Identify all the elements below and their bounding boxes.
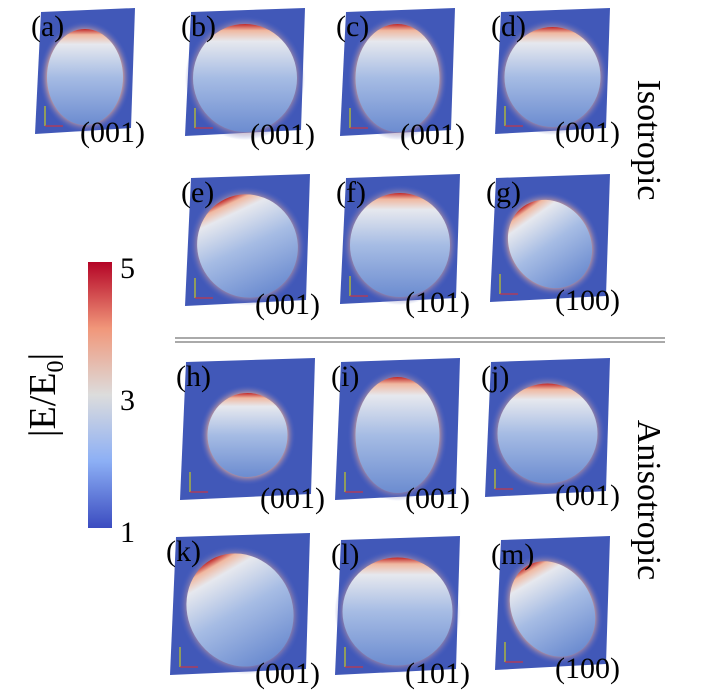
panel-label: (i) [331, 360, 359, 393]
orientation-label: (001) [400, 118, 465, 151]
orientation-label: (001) [255, 288, 320, 321]
particle [355, 377, 440, 493]
particle [342, 557, 453, 666]
particle [507, 199, 593, 289]
orientation-label: (001) [260, 482, 325, 515]
orientation-label: (101) [405, 286, 470, 319]
orientation-label: (100) [555, 652, 620, 685]
label-part: |E/E [22, 373, 64, 438]
group-label: Anisotropic [630, 420, 667, 581]
panel-label: (b) [181, 10, 216, 43]
panel-label: (d) [491, 10, 526, 43]
particle [193, 24, 297, 132]
colorbar [88, 262, 112, 528]
colorbar-tick: 5 [120, 252, 135, 285]
label-part: | [22, 353, 64, 361]
panel-label: (e) [181, 176, 214, 209]
panel-label: (k) [166, 535, 201, 568]
panel-label: (c) [336, 10, 369, 43]
particle [497, 383, 598, 484]
group-label: Isotropic [630, 80, 667, 201]
panels: (a) (001) (b) (001) (c) (001) (d) (001) (e) (001)… [31, 8, 620, 690]
orientation-label: (001) [555, 116, 620, 149]
panel-label: (l) [331, 538, 359, 571]
orientation-label: (001) [80, 116, 145, 149]
orientation-label: (101) [405, 657, 470, 690]
panel-label: (m) [491, 538, 534, 571]
particle [355, 24, 440, 132]
orientation-label: (001) [250, 118, 315, 151]
particle [350, 193, 450, 297]
panel-label: (a) [31, 10, 64, 43]
colorbar-tick: 3 [120, 384, 135, 417]
panel-label: (f) [336, 176, 366, 209]
particle [197, 194, 298, 298]
label-sub: 0 [43, 361, 69, 373]
colorbar-label: |E/E0| [22, 353, 69, 437]
colorbar-tick: 1 [120, 516, 135, 549]
panel-label: (j) [481, 360, 509, 393]
panel-label: (h) [176, 360, 211, 393]
particle [504, 27, 601, 127]
particle [47, 29, 123, 125]
orientation-label: (001) [405, 482, 470, 515]
particle [509, 561, 596, 657]
particle [186, 553, 294, 667]
orientation-label: (100) [555, 284, 620, 317]
particle [207, 393, 288, 477]
panel-label: (g) [486, 176, 521, 209]
orientation-label: (001) [255, 657, 320, 690]
orientation-label: (001) [555, 479, 620, 512]
